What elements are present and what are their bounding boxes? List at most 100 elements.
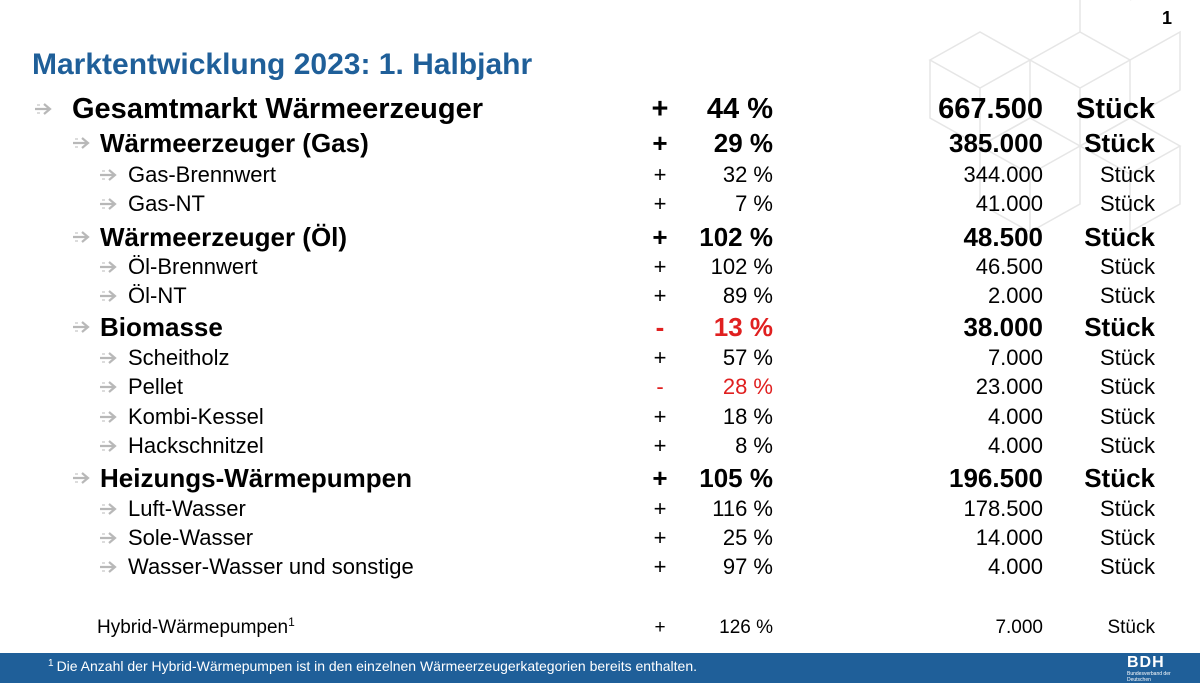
row-percent: 25 % bbox=[722, 525, 773, 550]
row-percent: 8 % bbox=[735, 433, 773, 458]
row-sign: + bbox=[652, 128, 668, 158]
row-percent: 18 % bbox=[722, 404, 773, 429]
row-label: Wasser-Wasser und sonstige bbox=[128, 554, 414, 579]
row-label: Luft-Wasser bbox=[128, 496, 246, 521]
row-unit: Stück bbox=[1099, 496, 1155, 521]
row-sign: - bbox=[656, 374, 664, 399]
arrow-right-icon bbox=[72, 135, 94, 151]
row-sign: + bbox=[653, 433, 667, 458]
row-label: Hackschnitzel bbox=[128, 433, 264, 458]
row-sign: + bbox=[652, 463, 668, 493]
arrow-right-icon bbox=[99, 196, 121, 212]
row-sign: - bbox=[655, 312, 665, 342]
row-label: Hybrid-Wärmepumpen1 bbox=[97, 615, 295, 638]
row-quantity: 667.500 bbox=[938, 93, 1043, 125]
bdh-logo: BDH Bundesverband der Deutschen Heizungs… bbox=[1127, 654, 1171, 683]
row-unit: Stück bbox=[1099, 162, 1155, 187]
table-row: Pellet - 28 % 23.000 Stück bbox=[0, 374, 1200, 402]
row-sign: + bbox=[653, 525, 667, 550]
row-quantity: 178.500 bbox=[963, 496, 1043, 521]
row-unit: Stück bbox=[1099, 433, 1155, 458]
table-row: Wasser-Wasser und sonstige +97 % 4.000 Stüc… bbox=[0, 554, 1200, 582]
row-quantity: 46.500 bbox=[975, 254, 1043, 279]
row-label: Gesamtmarkt Wärmeerzeuger bbox=[72, 93, 484, 125]
row-unit: Stück bbox=[1084, 463, 1155, 493]
row-label: Pellet bbox=[128, 374, 184, 399]
row-sign: + bbox=[652, 222, 668, 252]
arrow-right-icon bbox=[99, 409, 121, 425]
row-percent: 29 % bbox=[713, 128, 773, 158]
arrow-right-icon bbox=[99, 501, 121, 517]
row-percent: 116 % bbox=[712, 496, 773, 521]
row-quantity: 344.000 bbox=[963, 162, 1043, 187]
row-sign: + bbox=[653, 404, 667, 429]
row-sign: + bbox=[653, 496, 667, 521]
row-quantity: 14.000 bbox=[975, 525, 1043, 550]
row-quantity: 23.000 bbox=[975, 374, 1043, 399]
row-quantity: 4.000 bbox=[987, 433, 1043, 458]
row-sign: + bbox=[651, 93, 669, 125]
row-label: Gas-Brennwert bbox=[128, 162, 276, 187]
row-label: Wärmeerzeuger (Öl) bbox=[100, 222, 348, 252]
row-quantity: 4.000 bbox=[987, 404, 1043, 429]
row-unit: Stück bbox=[1099, 404, 1155, 429]
table-row: Öl-NT +89 % 2.000 Stück bbox=[0, 283, 1200, 311]
row-unit: Stück bbox=[1099, 191, 1155, 216]
table-row: Biomasse - 13 % 38.000 Stück bbox=[0, 312, 1200, 344]
arrow-right-icon bbox=[99, 288, 121, 304]
arrow-right-icon bbox=[72, 319, 94, 335]
row-label: Heizungs-Wärmepumpen bbox=[100, 463, 413, 493]
arrow-right-icon bbox=[99, 438, 121, 454]
row-percent: 102 % bbox=[710, 254, 773, 279]
table-row: Gas-Brennwert +32 % 344.000 Stück bbox=[0, 162, 1200, 190]
table-row: Gas-NT +7 % 41.000 Stück bbox=[0, 191, 1200, 219]
row-percent: 32 % bbox=[722, 162, 773, 187]
row-percent: 57 % bbox=[722, 345, 773, 370]
row-label: Scheitholz bbox=[128, 345, 230, 370]
row-label: Öl-Brennwert bbox=[128, 254, 258, 279]
row-quantity: 196.500 bbox=[949, 463, 1043, 493]
row-unit: Stück bbox=[1076, 93, 1155, 125]
row-percent: 7 % bbox=[735, 191, 773, 216]
table-row: Heizungs-Wärmepumpen +105 % 196.500 Stück bbox=[0, 463, 1200, 495]
table-row: Scheitholz +57 % 7.000 Stück bbox=[0, 345, 1200, 373]
row-sign: + bbox=[653, 191, 667, 216]
row-percent: 126 % bbox=[719, 617, 773, 638]
row-percent: 105 % bbox=[699, 463, 773, 493]
row-percent: 28 % bbox=[722, 374, 773, 399]
row-sign: + bbox=[653, 345, 667, 370]
row-label: Kombi-Kessel bbox=[128, 404, 264, 429]
row-label: Gas-NT bbox=[128, 191, 205, 216]
hybrid-row: Hybrid-Wärmepumpen1 + 126 % 7.000 Stück bbox=[0, 615, 1200, 641]
row-unit: Stück bbox=[1099, 374, 1155, 399]
row-sign: + bbox=[653, 254, 667, 279]
row-label: Biomasse bbox=[100, 312, 223, 342]
row-quantity: 38.000 bbox=[963, 312, 1043, 342]
row-unit: Stück bbox=[1084, 128, 1155, 158]
row-quantity: 4.000 bbox=[987, 554, 1043, 579]
table-row: Hackschnitzel +8 % 4.000 Stück bbox=[0, 433, 1200, 461]
row-percent: 89 % bbox=[722, 283, 773, 308]
table-row: Wärmeerzeuger (Gas) +29 % 385.000 Stück bbox=[0, 128, 1200, 160]
arrow-right-icon bbox=[99, 530, 121, 546]
cube-pattern-decoration bbox=[928, 0, 1182, 234]
table-row: Kombi-Kessel +18 % 4.000 Stück bbox=[0, 404, 1200, 432]
row-quantity: 7.000 bbox=[995, 617, 1043, 638]
arrow-right-icon bbox=[99, 259, 121, 275]
page-number: 1 bbox=[1161, 8, 1172, 28]
row-label: Öl-NT bbox=[128, 283, 187, 308]
arrow-right-icon bbox=[99, 379, 121, 395]
table-row: Wärmeerzeuger (Öl) +102 % 48.500 Stück bbox=[0, 222, 1200, 254]
row-quantity: 2.000 bbox=[987, 283, 1043, 308]
row-percent: 97 % bbox=[722, 554, 773, 579]
page-title: Marktentwicklung 2023: 1. Halbjahr bbox=[32, 48, 533, 81]
row-quantity: 7.000 bbox=[987, 345, 1043, 370]
arrow-right-icon bbox=[99, 350, 121, 366]
arrow-right-icon bbox=[99, 167, 121, 183]
arrow-right-icon bbox=[72, 229, 94, 245]
row-label: Wärmeerzeuger (Gas) bbox=[100, 128, 369, 158]
arrow-right-icon bbox=[99, 559, 121, 575]
row-unit: Stück bbox=[1099, 554, 1155, 579]
row-percent: 44 % bbox=[706, 93, 773, 125]
row-sign: + bbox=[653, 283, 667, 308]
